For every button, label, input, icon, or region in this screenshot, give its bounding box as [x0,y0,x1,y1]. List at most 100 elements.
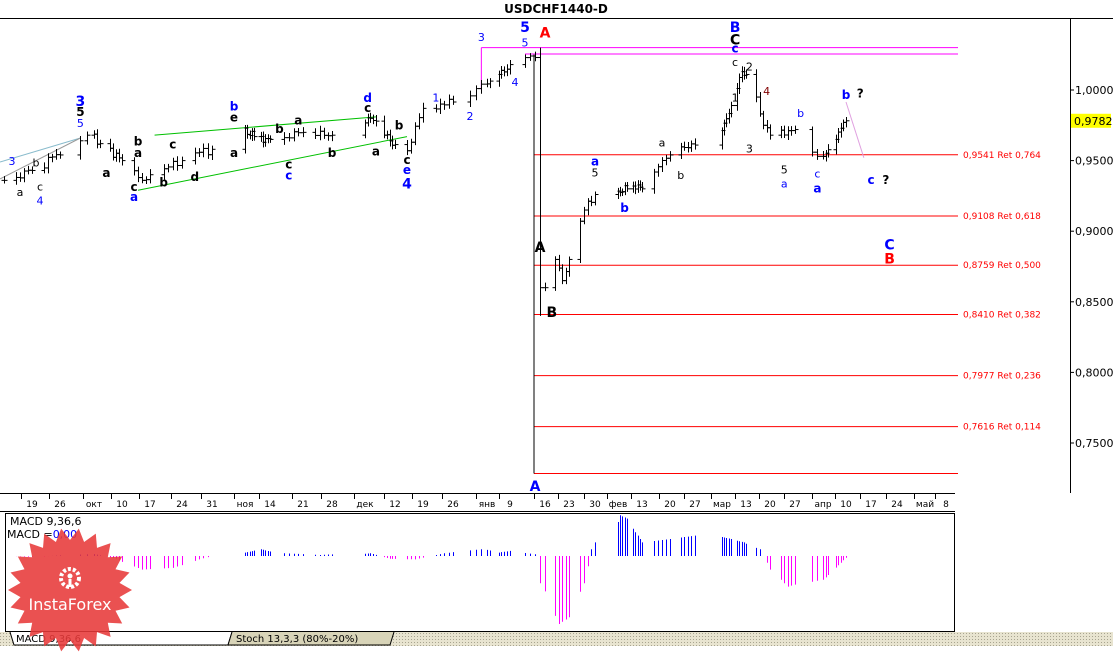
date-tick-label: 31 [206,500,217,510]
price-bar [478,80,485,94]
date-tick-label: апр [814,500,831,510]
macd-panel[interactable] [5,513,955,632]
price-bar [743,69,750,79]
date-tick-label: 27 [689,500,700,510]
wave-label: c [867,173,874,187]
price-bar [592,191,599,206]
trend-line [154,116,376,136]
wave-label: c [403,153,410,167]
price-bar [825,144,832,158]
svg-text:0,9782: 0,9782 [1074,115,1113,128]
trend-line [137,136,408,191]
price-bar [329,130,336,142]
price-bar [373,114,380,127]
date-tick-label: 26 [54,500,66,510]
chart-title: USDCHF1440-D [504,2,608,16]
date-tick-label: 30 [589,500,601,510]
date-tick-label: 20 [664,500,676,510]
date-tick-label: 8 [943,500,949,510]
wave-label: e [230,111,238,125]
wave-label: a [102,166,110,180]
price-tick-label: 1,0000 [1075,84,1113,97]
gear-person-icon [59,567,81,589]
wave-label: 4 [512,76,519,89]
wave-label: B [547,305,558,321]
price-bar [119,154,126,166]
price-bar [300,127,307,138]
wave-label: C [730,33,740,49]
wave-label: c [37,180,43,193]
price-bar [487,78,494,89]
wave-label: B [730,20,741,36]
trend-line [0,137,81,180]
wave-label: b [134,135,143,149]
date-tick-label: 16 [539,500,551,510]
wave-label: b [842,88,851,102]
date-tick-label: 19 [26,500,38,510]
date-tick-label: 14 [264,500,276,510]
wave-label: 3 [9,155,16,168]
tab-stoch[interactable]: Stoch 13,3,3 (80%-20%) [227,631,395,646]
wave-label: b [395,119,404,133]
wave-label: b [275,122,284,136]
wave-label: c [814,168,820,181]
wave-label: c [364,101,371,115]
wave-label: a [294,114,302,128]
price-bar [97,139,104,149]
date-tick-label: 12 [389,500,400,510]
wave-label: ? [857,87,864,101]
wave-label: B [884,251,895,267]
date-tick-label: 17 [865,500,876,510]
wave-label: b [230,99,239,113]
price-tick-label: 0,9500 [1075,155,1113,168]
date-tick-label: 17 [144,500,155,510]
fib-level-label: 0,7977 Ret 0,236 [963,372,1041,382]
price-tick-label: 0,7500 [1075,437,1113,450]
price-bar [267,135,274,143]
wave-label: 1 [432,91,439,104]
wave-label: a [130,190,138,204]
price-tick-label: 0,9000 [1075,225,1113,238]
wave-label: c [285,169,292,183]
wave-label: 4 [37,195,44,208]
date-tick-label: дек [356,500,374,510]
wave-label: a [134,146,142,160]
wave-label: 5 [592,166,599,179]
wave-label: C [884,237,894,253]
date-tick-label: 28 [326,500,338,510]
price-bar [843,116,850,128]
date-tick-label: 13 [740,500,751,510]
wave-label: 5 [781,163,788,176]
wave-label: c [285,157,292,171]
wave-label: a [781,178,788,191]
trend-line [845,101,865,158]
wave-label: A [530,479,541,495]
wave-label: b [328,146,337,160]
date-axis: 19 26 окт 10 17 24 31 ноя 14 21 28 дек 12 19 26 янв 9 16 2… [21,494,949,510]
wave-label: 3 [478,31,485,44]
date-tick-label: ноя [237,500,254,510]
price-bar [450,95,457,105]
date-tick-label: мар [713,500,731,510]
wave-label: 2 [746,60,753,73]
macd-histogram [6,515,954,624]
date-tick-label: 27 [789,500,800,510]
wave-label: 3 [76,94,86,110]
price-bar [84,131,91,145]
wave-label: c [169,138,176,152]
price-bar [57,151,64,159]
price-bar [692,138,699,150]
wave-label: a [813,181,821,195]
wave-label: b [159,176,168,190]
wave-label: a [372,145,380,159]
wave-label: a [17,186,24,199]
price-bar [209,145,216,160]
wave-label: c [732,42,739,56]
wave-label: A [540,26,551,42]
wave-label: 5 [77,117,84,130]
wave-label: 5 [522,36,529,49]
price-chart[interactable]: 0,9541 Ret 0,764 0,9108 Ret 0,618 0,8759 R… [0,20,1041,495]
price-bar [624,182,631,192]
fib-level-label: 0,8410 Ret 0,382 [963,311,1041,321]
wave-label: b [677,169,684,182]
